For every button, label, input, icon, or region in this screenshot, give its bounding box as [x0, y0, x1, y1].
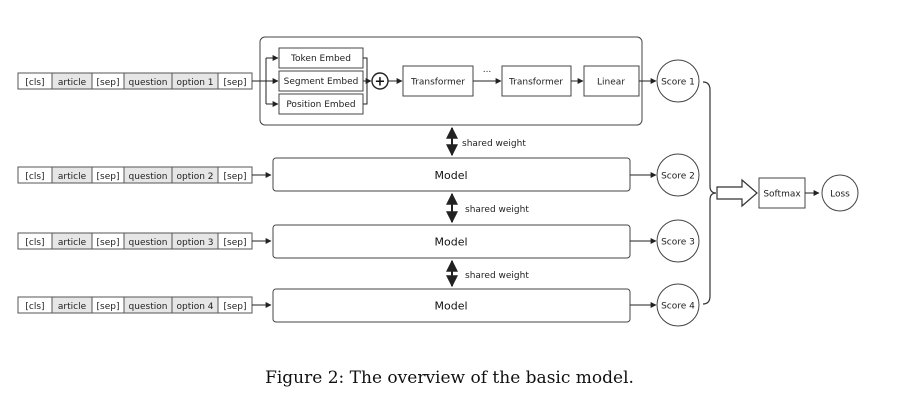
token-sep: [sep]	[224, 78, 247, 88]
token-sep: [sep]	[97, 238, 120, 248]
token-sep: [sep]	[97, 172, 120, 182]
token-cls: [cls]	[25, 302, 44, 312]
token-article: article	[58, 172, 87, 182]
hollow-arrow-icon	[716, 178, 758, 208]
softmax-box	[758, 177, 806, 209]
model-label-2: Model	[434, 169, 467, 182]
score-2-label: Score 2	[661, 172, 695, 182]
token-option: option 3	[176, 238, 213, 248]
token-article: article	[58, 302, 87, 312]
token-option: option 2	[176, 172, 213, 182]
score-2-node	[656, 153, 700, 197]
token-sep: [sep]	[97, 302, 120, 312]
transformer-1-box	[402, 65, 474, 97]
input-row-4: [cls] article [sep] question option 4 [s…	[17, 296, 253, 314]
segment-embed-label: Segment Embed	[284, 77, 359, 87]
shared-weight-label-3: shared weight	[465, 271, 529, 281]
token-option: option 1	[176, 78, 213, 88]
token-option: option 4	[176, 302, 213, 312]
shared-weight-label-1: shared weight	[462, 139, 526, 149]
score-3-label: Score 3	[661, 238, 695, 248]
shared-weight-label-2: shared weight	[465, 205, 529, 215]
token-question: question	[129, 238, 168, 248]
score-1-label: Score 1	[661, 78, 695, 88]
input-row-2: [cls] article [sep] question option 2 [s…	[17, 166, 253, 184]
ellipsis-label: ...	[483, 65, 492, 75]
token-sep: [sep]	[97, 78, 120, 88]
token-cls: [cls]	[25, 172, 44, 182]
token-question: question	[129, 302, 168, 312]
token-cls: [cls]	[25, 238, 44, 248]
token-cls: [cls]	[25, 78, 44, 88]
transformer-1-label: Transformer	[410, 78, 465, 88]
linear-label: Linear	[597, 78, 625, 88]
token-article: article	[58, 78, 87, 88]
plus-symbol: +	[375, 75, 386, 90]
input-row-1: [cls] article [sep] question option 1 [s…	[17, 72, 253, 90]
score-1-node	[656, 59, 700, 103]
score-3-node	[656, 219, 700, 263]
token-sep: [sep]	[224, 172, 247, 182]
token-question: question	[129, 78, 168, 88]
token-article: article	[58, 238, 87, 248]
softmax-label: Softmax	[763, 190, 801, 200]
token-sep: [sep]	[224, 302, 247, 312]
model-label-4: Model	[434, 300, 467, 313]
model-label-3: Model	[434, 236, 467, 249]
token-sep: [sep]	[224, 238, 247, 248]
token-embed-label: Token Embed	[290, 54, 351, 64]
position-embed-label: Position Embed	[286, 100, 355, 110]
figure-caption: Figure 2: The overview of the basic mode…	[265, 368, 634, 388]
loss-label: Loss	[830, 190, 850, 200]
score-4-node	[656, 283, 700, 327]
input-row-3: [cls] article [sep] question option 3 [s…	[17, 232, 253, 250]
score-brace	[702, 81, 717, 305]
transformer-2-label: Transformer	[508, 78, 563, 88]
score-4-label: Score 4	[661, 302, 695, 312]
loss-node	[821, 174, 859, 212]
linear-box	[583, 65, 640, 97]
token-question: question	[129, 172, 168, 182]
transformer-2-box	[501, 65, 572, 97]
